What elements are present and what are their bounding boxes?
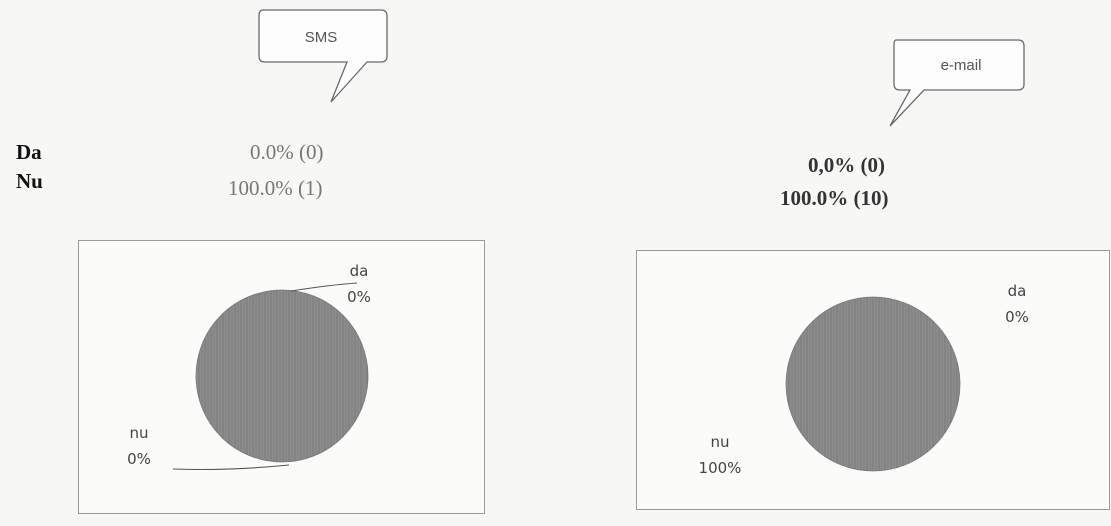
row-label-nu: Nu [16, 169, 43, 193]
sms-label-da-pct: 0% [347, 288, 371, 306]
sms-label-nu-pct: 0% [127, 450, 151, 468]
sms-label-nu: nu [129, 424, 148, 442]
sms-da-value: 0.0% (0) [250, 140, 324, 164]
email-da-value: 0,0% (0) [808, 153, 885, 177]
email-label-da: da [1008, 282, 1027, 300]
email-bubble: e-mail [889, 39, 1025, 127]
sms-label-da: da [350, 262, 369, 280]
sms-leader-nu [172, 464, 290, 471]
email-label-da-pct: 0% [1005, 308, 1029, 326]
sms-nu-value: 100.0% (1) [228, 176, 323, 200]
email-label-nu-pct: 100% [699, 459, 742, 477]
email-bubble-text: e-mail [941, 57, 982, 74]
sms-pie-slice-nu [195, 289, 369, 463]
row-label-da: Da [16, 140, 42, 164]
email-nu-value: 100.0% (10) [780, 186, 889, 210]
sms-pie-chart: da 0% nu 0% [78, 240, 485, 514]
sms-bubble-text: SMS [305, 29, 338, 46]
email-pie-slice-nu [785, 296, 961, 472]
sms-bubble: SMS [258, 9, 388, 103]
email-label-nu: nu [710, 433, 729, 451]
email-pie-texture [788, 297, 958, 471]
email-pie-chart: da 0% nu 100% [636, 250, 1110, 510]
sms-leader-da [290, 282, 358, 292]
sms-pie-texture [198, 290, 368, 462]
